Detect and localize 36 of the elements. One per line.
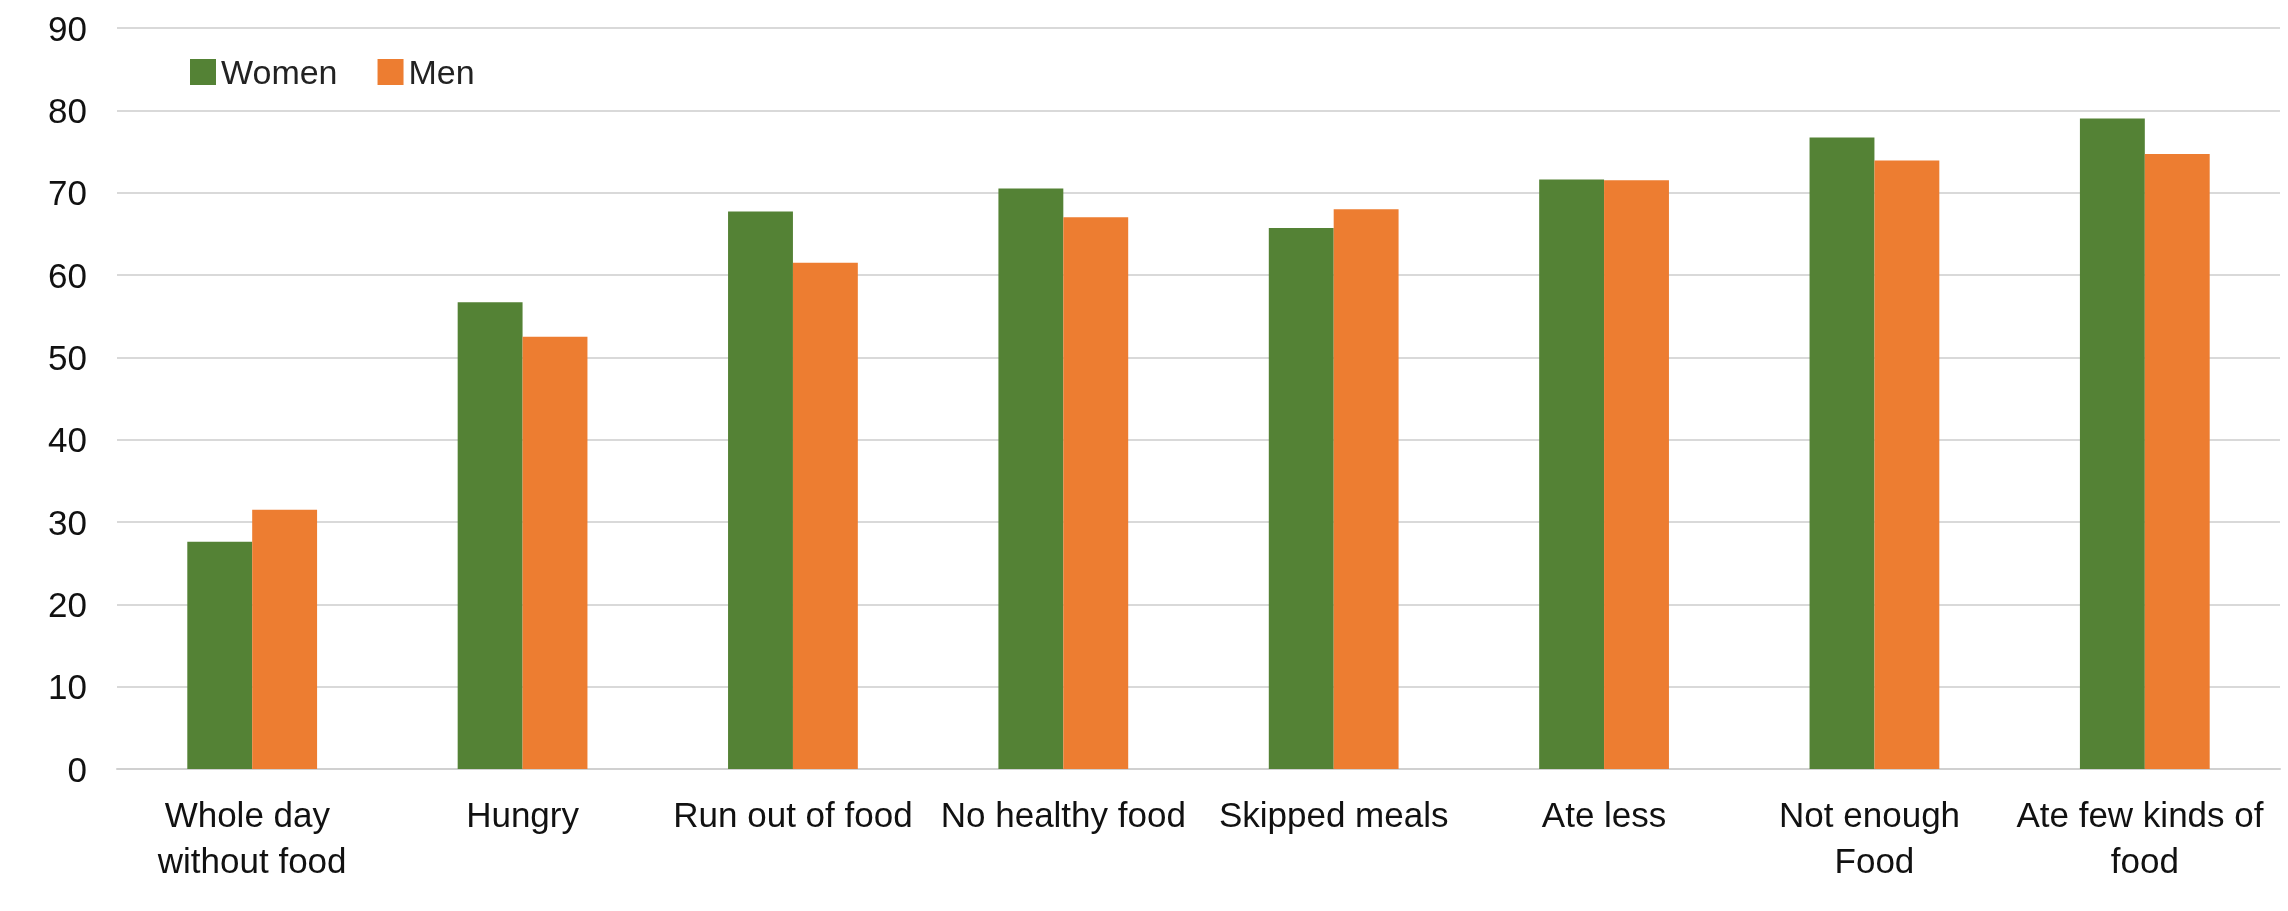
x-tick-label: Ate few kinds of food [2016,794,2274,880]
bar [1604,180,1669,769]
y-tick-label: 80 [48,90,87,130]
y-tick-label: 20 [48,584,87,624]
legend-label: Men [408,53,475,91]
legend-label: Women [221,53,338,91]
bar [1268,228,1334,769]
y-tick-label: 30 [48,502,87,542]
x-tick-label: Not enough Food [1779,794,1970,880]
bar [998,188,1064,769]
y-tick-label: 0 [67,749,87,789]
bar [1874,160,1940,769]
bar [1809,137,1875,769]
bar [1539,179,1605,769]
x-tick-label: Ate less [1541,794,1667,834]
bar [792,262,858,769]
bar [252,509,318,769]
y-tick-label: 10 [48,667,87,707]
x-tick-label: Whole day without food [156,794,347,880]
bar [2079,118,2145,769]
x-tick-label: No healthy food [940,794,1186,834]
y-tick-label: 50 [48,337,87,377]
y-tick-label: 70 [48,173,87,213]
bar [1333,209,1399,769]
x-tick-label: Run out of food [673,794,913,834]
x-tick-label: Hungry [466,794,580,834]
y-tick-label: 40 [48,420,87,460]
bar [2144,153,2210,769]
bar [187,541,253,769]
y-tick-label: 60 [48,255,87,295]
bar [457,302,523,769]
y-tick-label: 90 [48,8,87,48]
x-tick-label: Skipped meals [1218,794,1449,834]
bar [522,336,588,769]
bar [728,211,793,769]
bar [1063,217,1129,769]
